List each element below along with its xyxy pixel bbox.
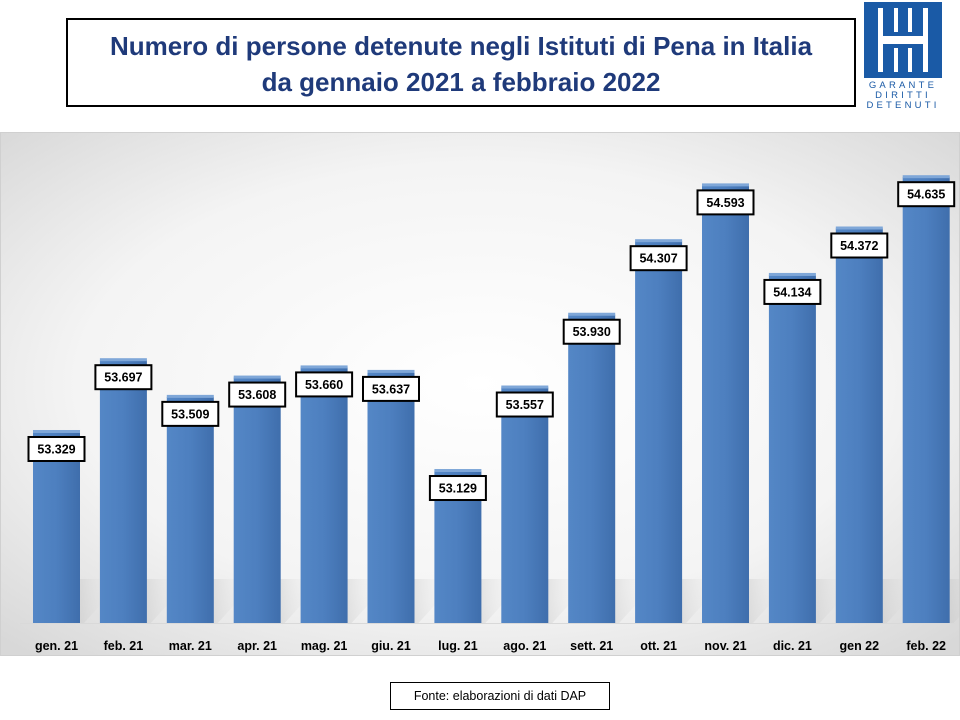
x-tick-label: feb. 21: [104, 639, 144, 653]
data-label: 53.660: [305, 378, 343, 392]
bar: [635, 241, 683, 623]
data-label-box: [295, 371, 354, 398]
x-tick-label: ott. 21: [640, 639, 677, 653]
bar-top: [166, 394, 214, 398]
bar: [702, 185, 749, 624]
bar-top: [33, 429, 80, 433]
bar-chart-svg: 53.329 gen. 21 53.697 feb. 21 53.509 mar. 21 5…: [0, 132, 960, 656]
x-tick-label: dic. 21: [773, 639, 812, 653]
data-label-box: [27, 435, 86, 462]
bar-chart: 53.329 gen. 21 53.697 feb. 21 53.509 mar. 21 5…: [0, 132, 960, 656]
data-label-box: [228, 381, 287, 408]
data-label: 54.307: [639, 252, 677, 266]
x-tick-label: lug. 21: [438, 639, 478, 653]
bar: [768, 274, 816, 623]
bar-top: [702, 183, 749, 187]
logo-text-line-3: DETENUTI: [866, 100, 940, 111]
garante-logo: GARANTE DIRITTI DETENUTI: [862, 2, 944, 112]
bar-top: [233, 375, 281, 379]
data-label-box: [763, 278, 822, 305]
data-label-box: [897, 181, 956, 208]
bar-top: [367, 369, 415, 373]
data-label: 53.557: [506, 398, 544, 412]
chart-title-line-1: Numero di persone detenute negli Istitut…: [109, 31, 813, 61]
data-label-box: [696, 189, 755, 216]
data-label: 53.129: [439, 482, 477, 496]
bar: [568, 314, 616, 623]
bar: [99, 360, 147, 623]
x-tick-label: gen. 21: [35, 639, 78, 653]
x-tick-label: sett. 21: [570, 639, 613, 653]
logo-text-line-1: GARANTE: [868, 80, 938, 91]
x-tick-label: gen 22: [839, 639, 879, 653]
bar: [501, 387, 549, 623]
data-label: 54.635: [907, 188, 945, 202]
x-tick-label: ago. 21: [503, 639, 546, 653]
x-tick-label: mag. 21: [301, 639, 348, 653]
bar-top: [300, 365, 348, 369]
data-label: 54.134: [773, 285, 811, 299]
source-note: Fonte: elaborazioni di dati DAP: [390, 682, 610, 710]
bar-top: [835, 226, 883, 230]
bar-top: [99, 358, 147, 362]
chart-title-line-2: da gennaio 2021 a febbraio 2022: [261, 67, 661, 97]
data-label: 53.637: [372, 382, 410, 396]
bar-top: [635, 239, 683, 243]
x-tick-label: giu. 21: [371, 639, 411, 653]
data-label: 53.608: [238, 388, 276, 402]
data-label-box: [94, 364, 153, 391]
x-tick-label: apr. 21: [237, 639, 277, 653]
data-label-box: [562, 318, 621, 345]
data-label: 53.509: [171, 407, 209, 421]
bar: [233, 377, 281, 623]
chart-title-box: Numero di persone detenute negli Istitut…: [66, 18, 856, 107]
data-label-box: [428, 475, 487, 502]
data-label-box: [495, 391, 554, 418]
data-label: 54.372: [840, 239, 878, 253]
data-label-box: [362, 375, 420, 402]
data-label: 53.930: [573, 325, 611, 339]
bar-top: [434, 469, 482, 473]
x-tick-label: mar. 21: [169, 639, 212, 653]
data-label: 54.593: [706, 196, 744, 210]
bar-top: [568, 312, 616, 316]
data-label-box: [161, 400, 220, 427]
bar-top: [768, 272, 816, 276]
bar: [835, 228, 883, 623]
bar-top: [501, 385, 549, 389]
bar: [33, 431, 80, 623]
data-label: 53.697: [104, 371, 142, 385]
logo-text-line-2: DIRITTI: [875, 90, 931, 101]
bar: [367, 371, 415, 623]
data-label-box: [830, 232, 889, 259]
bar-top: [902, 175, 950, 179]
data-label: 53.329: [37, 442, 75, 456]
logo-mark-icon: [864, 2, 942, 78]
bar: [300, 367, 348, 623]
x-tick-label: nov. 21: [704, 639, 746, 653]
bar: [166, 396, 214, 623]
bar: [902, 177, 950, 623]
data-label-box: [629, 245, 688, 272]
x-tick-label: feb. 22: [906, 639, 946, 653]
